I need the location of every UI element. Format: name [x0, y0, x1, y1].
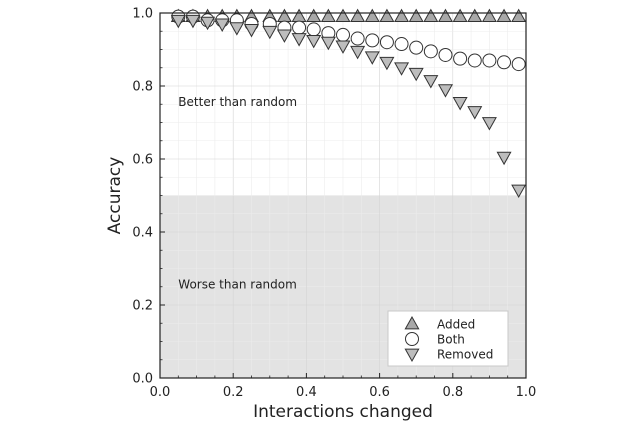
data-point-removed: [511, 184, 527, 199]
data-point-removed: [481, 117, 497, 131]
y-tick-label: 0.2: [132, 299, 153, 314]
data-point-removed: [452, 97, 468, 111]
x-tick-label: 1.0: [516, 385, 537, 400]
data-point-removed: [185, 14, 201, 29]
data-point-removed: [350, 45, 366, 60]
data-point-added: [423, 8, 439, 23]
data-point-both: [423, 44, 438, 59]
data-point-added: [394, 8, 410, 23]
annotation-label: Worse than random: [178, 278, 297, 292]
data-point-both: [497, 55, 512, 70]
annotation-label: Better than random: [178, 95, 297, 109]
data-point-added: [452, 8, 468, 23]
data-point-removed: [496, 151, 512, 166]
data-point-removed: [394, 62, 410, 76]
data-point-both: [453, 51, 468, 66]
data-point-both: [365, 33, 380, 48]
data-point-added: [306, 8, 322, 23]
data-point-removed: [243, 24, 260, 38]
data-point-added: [379, 8, 395, 23]
axes: 0.0 0.2 0.4 0.6 0.8 1.0 0.0 0.2 0.4 0.6 0.8 1.0: [132, 7, 536, 401]
data-point-removed: [320, 36, 336, 51]
data-point-added: [511, 8, 527, 23]
data-point-both: [467, 53, 482, 68]
data-point-removed: [200, 16, 216, 31]
y-axis-title: Accuracy: [105, 157, 125, 235]
legend-marker-both: [405, 332, 419, 346]
x-tick-label: 0.4: [296, 385, 317, 400]
data-point-removed: [467, 106, 483, 120]
x-tick-label: 0.2: [223, 385, 244, 400]
x-tick-label: 0.0: [150, 385, 171, 400]
data-point-added: [320, 8, 336, 23]
data-point-removed: [364, 51, 380, 65]
data-point-removed: [408, 67, 424, 82]
data-point-added: [496, 8, 512, 23]
y-tick-label: 0.4: [132, 226, 153, 241]
data-point-removed: [379, 56, 395, 71]
x-tick-label: 0.8: [442, 385, 463, 400]
data-point-removed: [335, 40, 351, 54]
data-point-removed: [423, 75, 439, 89]
data-point-removed: [306, 34, 322, 49]
data-point-both: [292, 20, 307, 35]
data-point-removed: [214, 18, 230, 32]
data-point-added: [408, 8, 424, 23]
data-point-both: [482, 53, 497, 68]
data-point-added: [437, 8, 453, 23]
x-tick-label: 0.6: [369, 385, 390, 400]
y-tick-label: 0.8: [132, 80, 153, 95]
series-removed: [170, 14, 527, 199]
data-point-both: [379, 35, 394, 50]
legend-marker-added: [404, 315, 420, 330]
data-point-both: [394, 37, 409, 52]
y-tick-label: 0.0: [132, 372, 153, 387]
data-point-removed: [291, 33, 307, 47]
data-point-both: [350, 31, 365, 46]
y-tick-label: 1.0: [132, 7, 153, 22]
annotations: Better than random Worse than random: [178, 95, 297, 292]
data-point-added: [481, 8, 497, 23]
data-point-removed: [170, 14, 186, 29]
legend-label-added: Added: [437, 318, 475, 332]
data-point-both: [336, 27, 350, 42]
data-point-added: [364, 8, 380, 23]
y-tick-label: 0.6: [132, 153, 153, 168]
data-point-both: [306, 22, 321, 37]
data-point-both: [409, 40, 424, 55]
legend-marker-removed: [404, 348, 420, 363]
legend-label-removed: Removed: [437, 348, 493, 362]
data-point-both: [511, 57, 526, 72]
data-point-removed: [229, 22, 245, 36]
data-point-removed: [437, 84, 453, 98]
x-axis-title: Interactions changed: [253, 402, 433, 422]
data-point-removed: [276, 29, 292, 43]
data-point-both: [438, 47, 453, 62]
data-point-removed: [262, 25, 278, 40]
data-point-added: [467, 8, 483, 23]
legend-label-both: Both: [437, 333, 465, 347]
data-point-added: [350, 8, 366, 23]
data-point-added: [335, 8, 351, 23]
